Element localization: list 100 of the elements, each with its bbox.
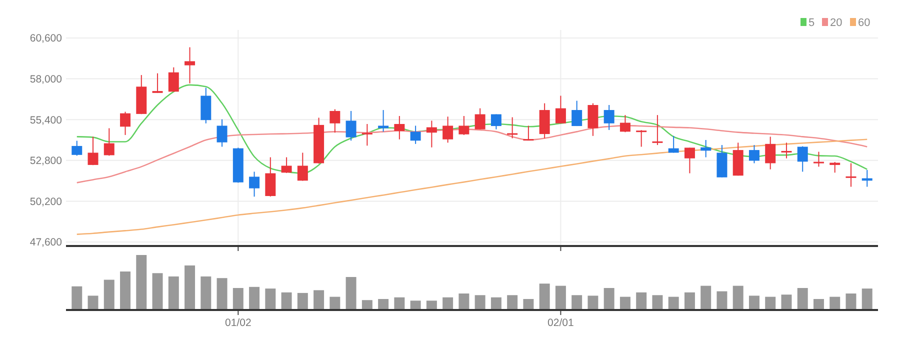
bar: [249, 286, 260, 310]
bar: [684, 292, 695, 310]
x-tick-label: 02/01: [548, 317, 574, 329]
candlestick: [168, 66, 179, 92]
bar: [378, 299, 389, 310]
bar: [604, 288, 614, 310]
y-tick-label: 58,000: [30, 73, 62, 86]
bar: [652, 295, 663, 310]
candlestick: [781, 142, 792, 159]
bar: [507, 295, 518, 310]
candlestick: [652, 114, 663, 146]
candlestick: [620, 114, 630, 133]
bar: [232, 288, 244, 310]
bar: [458, 294, 470, 310]
bar: [555, 286, 566, 310]
candlestick: [555, 95, 566, 124]
candlestick: [104, 128, 114, 156]
bar: [732, 286, 744, 310]
bar: [748, 296, 760, 310]
bar: [700, 286, 712, 310]
candlestick: [474, 108, 486, 130]
bar: [830, 296, 840, 310]
bar: [862, 288, 872, 310]
bar: [781, 294, 792, 310]
candlestick: [72, 140, 82, 156]
bar: [442, 297, 454, 310]
bar: [104, 280, 114, 310]
bar: [297, 292, 308, 310]
candlestick: [410, 125, 421, 144]
bar: [572, 295, 582, 310]
candlestick: [523, 125, 534, 141]
candlestick: [330, 108, 340, 134]
y-tick-label: 60,600: [30, 32, 62, 45]
candlestick: [700, 140, 712, 158]
bar: [797, 288, 808, 310]
candlestick: [265, 156, 276, 197]
candlestick: [152, 72, 163, 94]
bar: [346, 277, 356, 310]
bar: [813, 299, 824, 310]
candlestick: [588, 102, 598, 136]
line-series: [76, 138, 868, 235]
candlestick: [572, 100, 582, 127]
bar: [765, 296, 776, 310]
bar: [426, 300, 437, 310]
bar: [716, 291, 728, 310]
candlestick: [120, 111, 131, 136]
candlestick: [426, 120, 437, 148]
bar: [72, 286, 82, 310]
bar: [410, 300, 421, 310]
bar: [200, 276, 212, 310]
bar: [523, 299, 534, 310]
candlestick: [604, 104, 614, 130]
y-tick-label: 52,800: [30, 155, 62, 168]
bar: [314, 290, 324, 310]
candlestick: [216, 118, 228, 148]
candlestick: [668, 135, 679, 154]
x-tick-label: 01/02: [225, 317, 252, 329]
candlestick: [830, 161, 840, 174]
bar: [216, 278, 228, 310]
bar: [474, 295, 486, 310]
candlestick: [797, 146, 808, 172]
bar: [265, 288, 276, 310]
candlestick: [507, 116, 518, 139]
candlestick: [346, 110, 356, 142]
candlestick: [813, 151, 824, 168]
bar: [588, 296, 598, 310]
candlestick: [378, 110, 389, 132]
y-tick-label: 47,600: [30, 236, 62, 249]
bar: [330, 296, 340, 310]
bar: [184, 265, 196, 310]
candlestick: [88, 136, 98, 166]
candlestick: [684, 147, 695, 174]
candlestick: [281, 156, 292, 174]
y-tick-label: 55,400: [30, 114, 62, 126]
bar: [88, 296, 98, 310]
bar: [636, 292, 647, 310]
legend-label: 60: [858, 16, 870, 29]
candlestick: [184, 46, 196, 84]
legend-label: 5: [808, 16, 815, 29]
bar: [152, 273, 163, 310]
bar: [846, 294, 856, 310]
candlestick: [748, 144, 760, 164]
candlestick: [297, 152, 308, 182]
bar: [490, 297, 502, 310]
y-tick-label: 50,200: [30, 196, 62, 208]
candlestick: [765, 136, 776, 170]
bar: [394, 297, 405, 310]
bar: [668, 296, 679, 310]
bar: [539, 284, 550, 310]
candlestick: [458, 115, 470, 136]
bar: [281, 292, 292, 310]
candlestick: [362, 123, 372, 146]
bar: [136, 255, 147, 310]
candlestick: [490, 114, 502, 130]
bar: [362, 300, 372, 310]
bar: [168, 276, 179, 310]
candlestick: [394, 115, 405, 140]
candlestick: [636, 130, 647, 148]
bar: [120, 272, 131, 310]
candlestick: [442, 116, 454, 144]
